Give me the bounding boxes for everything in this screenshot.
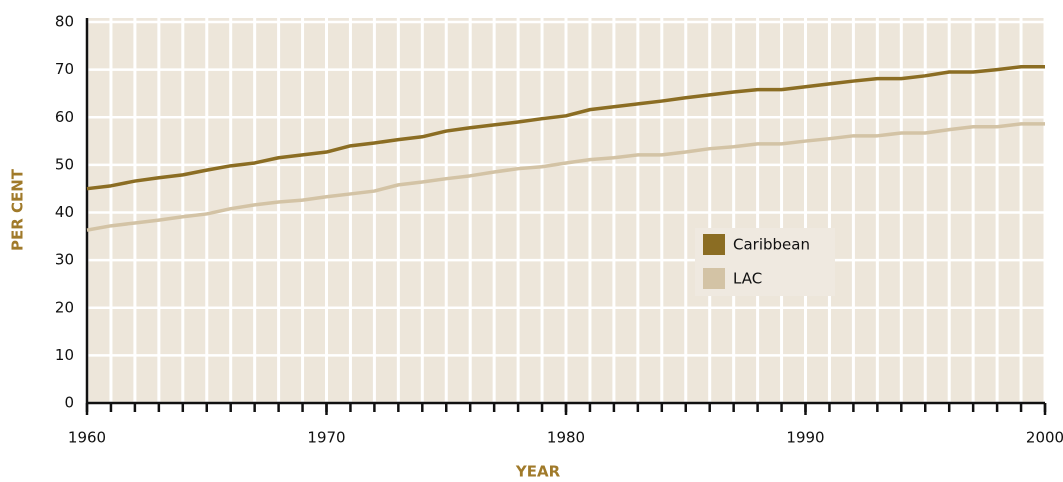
y-tick-label: 10 xyxy=(55,346,74,364)
y-axis-label: PER CENT xyxy=(9,168,27,251)
y-tick-label: 70 xyxy=(55,60,74,78)
stripe xyxy=(136,18,158,403)
y-tick-label: 30 xyxy=(55,251,74,269)
x-axis-label: YEAR xyxy=(515,463,561,481)
y-tick-label: 60 xyxy=(55,108,74,126)
stripe xyxy=(950,18,972,403)
plot-background xyxy=(88,18,1044,403)
stripe xyxy=(447,18,469,403)
stripe xyxy=(88,18,110,403)
x-tick-label: 1990 xyxy=(786,429,824,447)
stripe xyxy=(184,18,206,403)
stripe xyxy=(328,18,349,403)
stripe xyxy=(711,18,733,403)
stripe xyxy=(471,18,493,403)
y-tick-label: 0 xyxy=(64,394,74,412)
stripe xyxy=(256,18,278,403)
stripe xyxy=(519,18,541,403)
stripe xyxy=(351,18,373,403)
stripe xyxy=(639,18,661,403)
stripe xyxy=(735,18,757,403)
legend-label: Caribbean xyxy=(733,236,810,254)
stripe xyxy=(830,18,852,403)
stripe xyxy=(232,18,254,403)
line-series xyxy=(86,65,1045,191)
x-tick-label: 2000 xyxy=(1026,429,1063,447)
stripe xyxy=(112,18,134,403)
stripe xyxy=(878,18,900,403)
stripe xyxy=(615,18,637,403)
stripe xyxy=(854,18,876,403)
line-series xyxy=(86,122,1045,232)
stripe xyxy=(543,18,565,403)
stripe xyxy=(998,18,1020,403)
stripe xyxy=(974,18,996,403)
stripe xyxy=(495,18,517,403)
y-tick-label: 80 xyxy=(55,13,74,31)
stripe xyxy=(783,18,804,403)
y-tick-label: 40 xyxy=(55,203,74,221)
stripe xyxy=(304,18,325,403)
stripe xyxy=(1022,18,1044,403)
stripe xyxy=(807,18,828,403)
stripe xyxy=(663,18,685,403)
y-tick-label: 20 xyxy=(55,298,74,316)
x-tick-label: 1970 xyxy=(307,429,345,447)
stripe xyxy=(399,18,421,403)
stripe xyxy=(759,18,781,403)
legend-swatch xyxy=(703,234,725,255)
stripe xyxy=(567,18,589,403)
x-tick-label: 1960 xyxy=(68,429,106,447)
stripe xyxy=(591,18,613,403)
y-tick-label: 50 xyxy=(55,155,74,173)
stripe xyxy=(423,18,445,403)
stripe xyxy=(687,18,709,403)
x-tick-label: 1980 xyxy=(547,429,585,447)
stripe xyxy=(280,18,302,403)
legend-swatch xyxy=(703,268,725,289)
stripe xyxy=(375,18,397,403)
legend-label: LAC xyxy=(733,270,762,288)
stripe xyxy=(160,18,182,403)
